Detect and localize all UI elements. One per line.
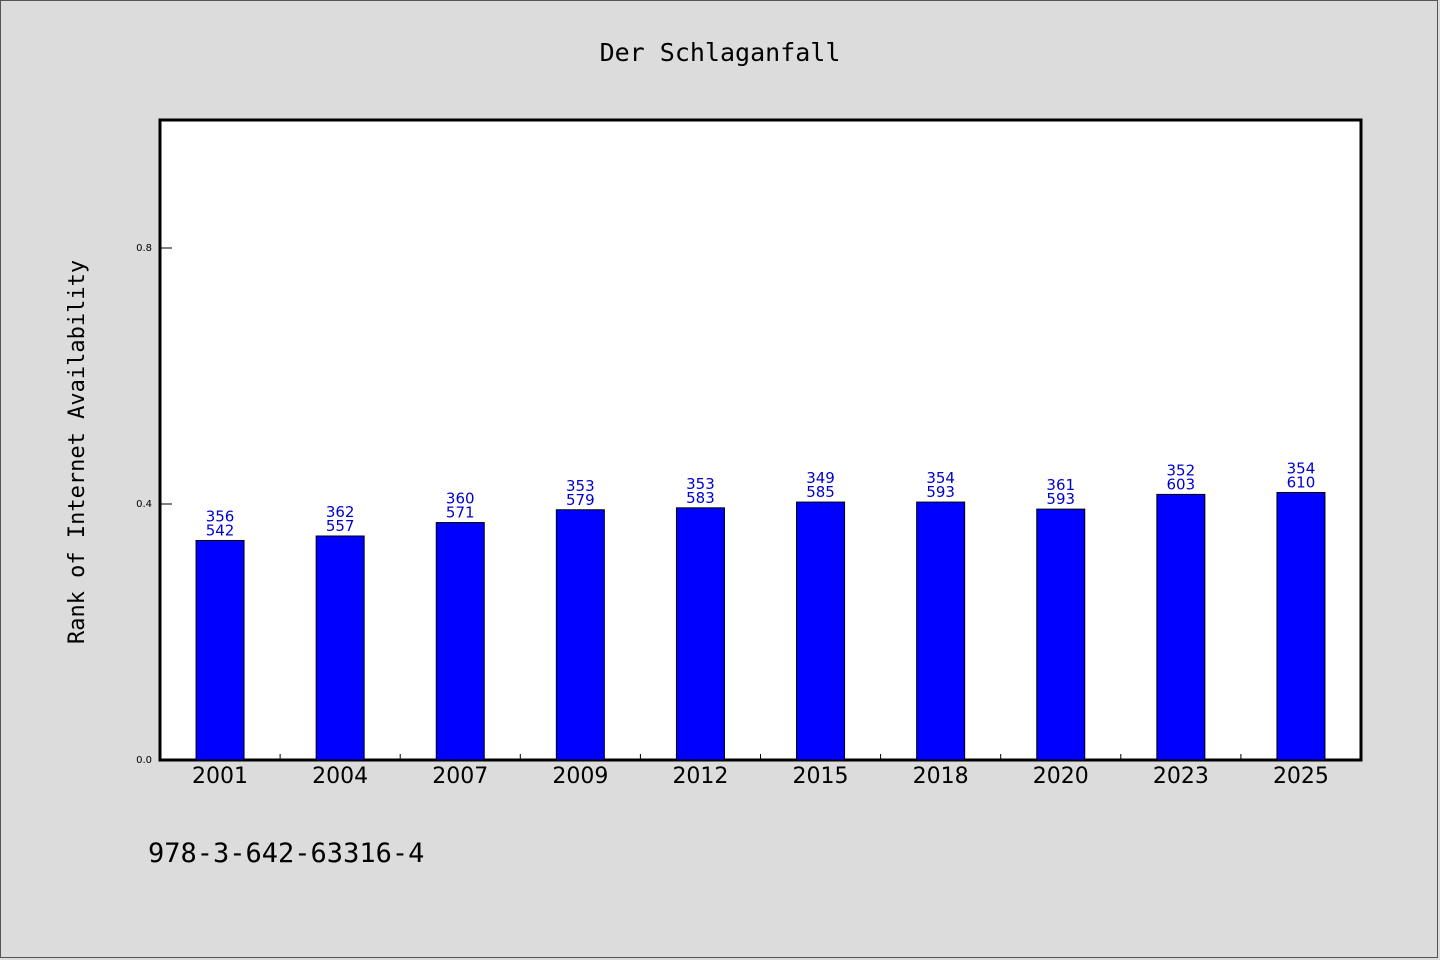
x-tick-label-2015: 2015: [793, 764, 849, 789]
data-label-bottom-2020: 593: [1046, 490, 1075, 508]
data-label-top-2001: 356: [206, 507, 235, 525]
data-label-top-2004: 362: [326, 503, 355, 521]
y-tick-label-0.8: 0.8: [136, 243, 152, 254]
data-label-top-2009: 353: [566, 477, 595, 495]
data-label-bottom-2023: 603: [1167, 475, 1196, 493]
data-label-bottom-2001: 542: [206, 521, 235, 539]
x-axis: 2001 2004 2007 2009 2012 2015 2018 2020 2023 2025: [192, 754, 1329, 789]
data-labels-group: 3565423625573605713535793535833495853545…: [206, 459, 1316, 539]
bar-2023: [1156, 493, 1206, 761]
x-tick-label-2007: 2007: [432, 764, 488, 789]
bars-group: [195, 491, 1326, 761]
y-tick-label-0.0: 0.0: [136, 755, 152, 766]
x-tick-label-2025: 2025: [1273, 764, 1329, 789]
y-tick-label-0.4: 0.4: [136, 499, 152, 510]
x-tick-label-2001: 2001: [192, 764, 248, 789]
data-label-bottom-2007: 571: [446, 504, 475, 522]
data-label-bottom-2012: 583: [686, 489, 715, 507]
data-label-top-2023: 352: [1167, 461, 1196, 479]
bar-2015: [796, 501, 846, 761]
data-label-top-2025: 354: [1287, 459, 1316, 477]
data-label-top-2007: 360: [446, 490, 475, 508]
data-label-bottom-2018: 593: [926, 483, 955, 501]
y-axis: 0.0 0.4 0.8: [136, 243, 172, 766]
x-tick-label-2023: 2023: [1153, 764, 1209, 789]
bar-2025: [1276, 491, 1326, 761]
isbn-footer: 978-3-642-63316-4: [148, 838, 424, 869]
data-label-top-2015: 349: [806, 469, 835, 487]
data-label-top-2018: 354: [926, 469, 955, 487]
data-label-bottom-2009: 579: [566, 491, 595, 509]
bar-2012: [675, 507, 725, 761]
x-tick-label-2004: 2004: [312, 764, 368, 789]
y-axis-label: Rank of Internet Availability: [65, 260, 90, 644]
bar-2020: [1036, 508, 1086, 761]
x-tick-label-2020: 2020: [1033, 764, 1089, 789]
x-tick-label-2012: 2012: [672, 764, 728, 789]
bar-2007: [435, 522, 485, 761]
bar-2004: [315, 535, 365, 761]
bar-2018: [916, 501, 966, 761]
data-label-bottom-2015: 585: [806, 483, 835, 501]
bar-2001: [195, 539, 245, 761]
data-label-bottom-2004: 557: [326, 517, 355, 535]
x-tick-label-2018: 2018: [913, 764, 969, 789]
bar-2009: [555, 509, 605, 761]
data-label-bottom-2025: 610: [1287, 473, 1316, 491]
data-label-top-2020: 361: [1046, 476, 1075, 494]
data-label-top-2012: 353: [686, 475, 715, 493]
x-tick-label-2009: 2009: [552, 764, 608, 789]
chart-title: Der Schlaganfall: [600, 38, 841, 67]
